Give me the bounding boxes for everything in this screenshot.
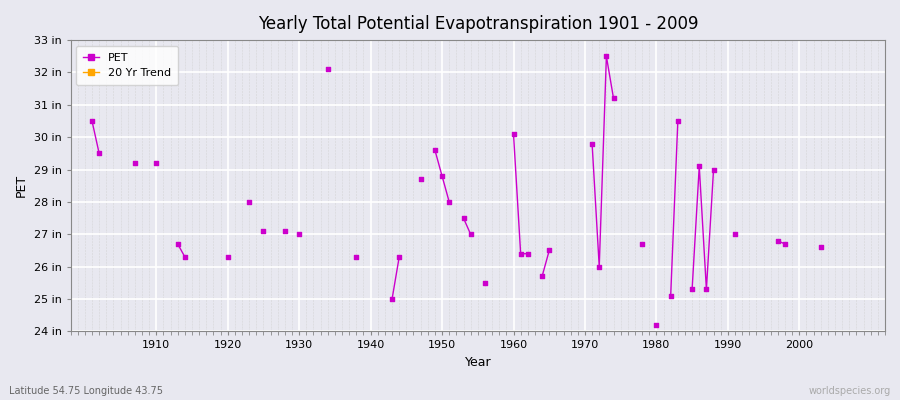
Point xyxy=(514,250,528,257)
Point xyxy=(663,293,678,299)
Point xyxy=(692,163,706,170)
Title: Yearly Total Potential Evapotranspiration 1901 - 2009: Yearly Total Potential Evapotranspiratio… xyxy=(257,15,698,33)
Point xyxy=(649,322,663,328)
Point xyxy=(128,160,142,166)
Point xyxy=(177,254,192,260)
Point xyxy=(699,286,714,292)
Point xyxy=(770,238,785,244)
Text: worldspecies.org: worldspecies.org xyxy=(809,386,891,396)
Point xyxy=(778,241,792,247)
Point xyxy=(92,150,106,156)
Point xyxy=(599,53,614,60)
Point xyxy=(435,173,449,179)
Point xyxy=(85,118,99,124)
Point xyxy=(170,241,184,247)
Point xyxy=(392,254,407,260)
Point xyxy=(220,254,235,260)
Point xyxy=(670,118,685,124)
Point xyxy=(592,264,607,270)
Point xyxy=(634,241,649,247)
Point xyxy=(442,199,456,205)
Point xyxy=(706,166,721,173)
Point xyxy=(278,228,293,234)
Point xyxy=(320,66,335,72)
Point xyxy=(242,199,256,205)
Point xyxy=(256,228,271,234)
X-axis label: Year: Year xyxy=(464,356,491,369)
Point xyxy=(520,250,535,257)
Point xyxy=(349,254,364,260)
Point xyxy=(814,244,828,250)
Text: Latitude 54.75 Longitude 43.75: Latitude 54.75 Longitude 43.75 xyxy=(9,386,163,396)
Point xyxy=(507,131,521,137)
Point xyxy=(685,286,699,292)
Point xyxy=(607,95,621,102)
Y-axis label: PET: PET xyxy=(15,174,28,197)
Point xyxy=(149,160,164,166)
Point xyxy=(585,140,599,147)
Legend: PET, 20 Yr Trend: PET, 20 Yr Trend xyxy=(76,46,178,85)
Point xyxy=(385,296,400,302)
Point xyxy=(413,176,428,182)
Point xyxy=(464,231,478,238)
Point xyxy=(535,273,549,280)
Point xyxy=(478,280,492,286)
Point xyxy=(456,215,471,221)
Point xyxy=(728,231,742,238)
Point xyxy=(542,247,556,254)
Point xyxy=(428,147,442,153)
Point xyxy=(292,231,306,238)
